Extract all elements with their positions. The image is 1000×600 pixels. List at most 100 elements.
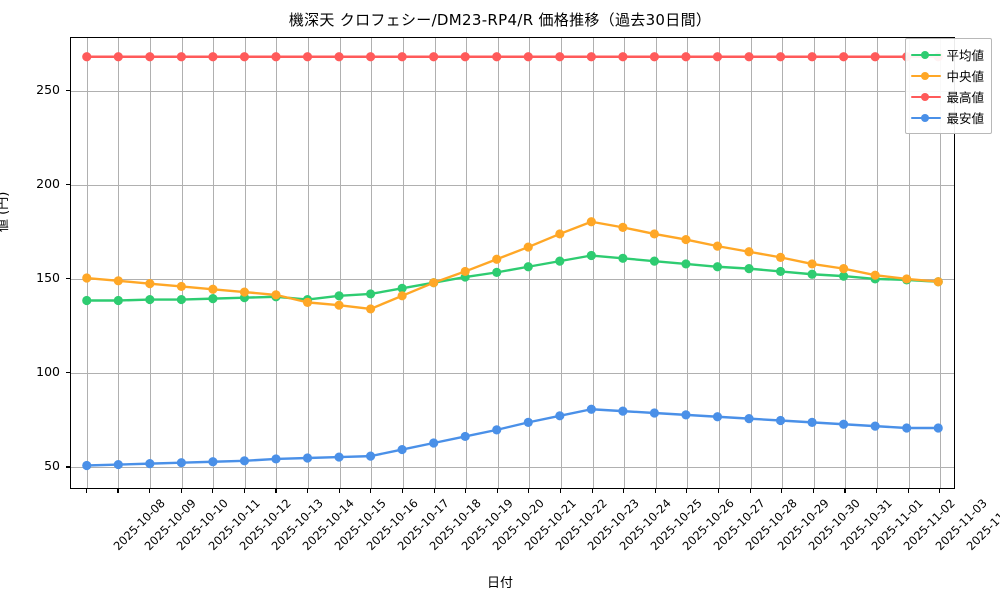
series-line xyxy=(85,220,940,311)
x-axis-tick-mark xyxy=(243,489,245,493)
series-data-point xyxy=(145,459,155,469)
legend: 平均値中央値最高値最安値 xyxy=(905,38,992,134)
grid-line-vertical xyxy=(908,38,910,488)
series-data-point xyxy=(397,444,407,455)
series-data-point xyxy=(302,297,313,307)
series-data-point xyxy=(555,411,565,421)
series-data-point xyxy=(712,262,723,272)
series-data-point xyxy=(492,425,502,435)
series-data-point xyxy=(397,291,407,301)
series-data-point xyxy=(933,423,943,433)
series-data-point xyxy=(397,52,407,62)
x-axis-tick-mark xyxy=(307,489,309,493)
series-data-point xyxy=(775,415,786,426)
x-axis-tick-mark xyxy=(591,489,593,493)
grid-line-horizontal xyxy=(71,90,954,92)
grid-line-vertical xyxy=(86,38,88,488)
series-line xyxy=(85,254,940,302)
series-data-point xyxy=(271,454,281,464)
series-data-point xyxy=(839,419,849,429)
series-data-point xyxy=(807,417,817,427)
series-data-point xyxy=(302,52,313,62)
y-axis-tick-label: 250 xyxy=(36,81,60,97)
series-data-point xyxy=(744,264,754,274)
x-axis-label: 日付 xyxy=(486,576,513,591)
grid-line-vertical xyxy=(181,38,183,488)
series-data-point xyxy=(460,266,470,277)
series-data-point xyxy=(586,250,596,261)
series-data-point xyxy=(239,52,250,62)
series-data-point xyxy=(649,229,659,239)
x-axis-tick-mark xyxy=(749,489,751,493)
series-data-point xyxy=(271,52,281,62)
series-data-point xyxy=(208,52,218,62)
grid-line-vertical xyxy=(150,38,151,488)
series-layer xyxy=(82,52,943,471)
series-data-point xyxy=(176,294,186,305)
series-data-point xyxy=(113,295,123,306)
legend-item-label: 中央値 xyxy=(946,69,984,84)
grid-line-vertical xyxy=(244,38,246,488)
y-axis-tick-label: 150 xyxy=(36,270,60,286)
grid-line-vertical xyxy=(371,38,373,488)
series-data-point xyxy=(82,273,92,283)
series-data-point xyxy=(870,270,880,280)
series-data-point xyxy=(460,431,470,442)
series-data-point xyxy=(839,52,849,62)
series-data-point xyxy=(807,269,817,279)
series-data-point xyxy=(208,284,218,294)
series-data-point xyxy=(618,253,628,263)
grid-line-vertical xyxy=(940,38,942,488)
series-data-point xyxy=(586,404,596,414)
series-data-point xyxy=(176,281,186,292)
series-data-point xyxy=(523,417,533,427)
y-axis-label: 値 (円) xyxy=(0,191,11,232)
x-axis-tick-mark xyxy=(496,489,498,493)
grid-line-vertical xyxy=(434,38,436,488)
page-title: 機深天 クロフェシー/DM23-RP4/R 価格推移（過去30日間） xyxy=(288,11,712,29)
series-data-point xyxy=(618,52,628,62)
series-data-point xyxy=(460,52,470,62)
x-axis-tick-mark xyxy=(654,489,656,493)
series-data-point xyxy=(429,438,439,448)
series-data-point xyxy=(555,229,565,239)
series-data-point xyxy=(271,290,281,300)
legend-item[interactable]: 最高値 xyxy=(911,86,984,107)
series-data-point xyxy=(523,262,533,272)
x-axis-tick-mark xyxy=(401,489,404,493)
x-axis-tick-mark xyxy=(85,489,87,493)
grid-line-vertical xyxy=(339,38,341,488)
series-data-point xyxy=(113,276,123,286)
series-data-point xyxy=(334,300,344,310)
legend-color-swatch xyxy=(911,112,942,124)
y-axis-tick-mark xyxy=(66,372,70,374)
legend-item[interactable]: 最安値 xyxy=(911,107,984,128)
x-axis-tick-mark xyxy=(275,489,277,493)
series-data-point xyxy=(113,52,123,62)
legend-item[interactable]: 平均値 xyxy=(911,44,984,65)
series-data-point xyxy=(681,52,691,62)
x-axis-tick-mark xyxy=(939,489,941,493)
legend-color-swatch xyxy=(911,91,942,103)
x-axis-tick-mark xyxy=(180,489,182,493)
series-data-point xyxy=(555,52,565,62)
series-data-point xyxy=(775,252,786,262)
grid-line-vertical xyxy=(845,38,847,488)
series-data-point xyxy=(712,412,723,422)
legend-item[interactable]: 中央値 xyxy=(911,65,984,86)
y-axis-tick-mark xyxy=(66,466,70,468)
series-data-point xyxy=(649,408,659,418)
series-data-point xyxy=(334,52,344,62)
y-axis-tick-label: 200 xyxy=(36,175,60,191)
grid-line-vertical xyxy=(276,38,278,488)
series-data-point xyxy=(839,264,849,274)
series-data-point xyxy=(744,414,754,424)
x-axis-tick-mark xyxy=(528,489,530,493)
grid-line-vertical xyxy=(750,38,752,488)
grid-line-horizontal xyxy=(71,279,954,281)
x-axis-tick-mark xyxy=(876,489,878,493)
grid-line-vertical xyxy=(308,38,310,488)
x-axis-tick-mark xyxy=(812,489,814,493)
legend-item-label: 最安値 xyxy=(946,111,984,126)
grid-line-vertical xyxy=(877,38,878,488)
